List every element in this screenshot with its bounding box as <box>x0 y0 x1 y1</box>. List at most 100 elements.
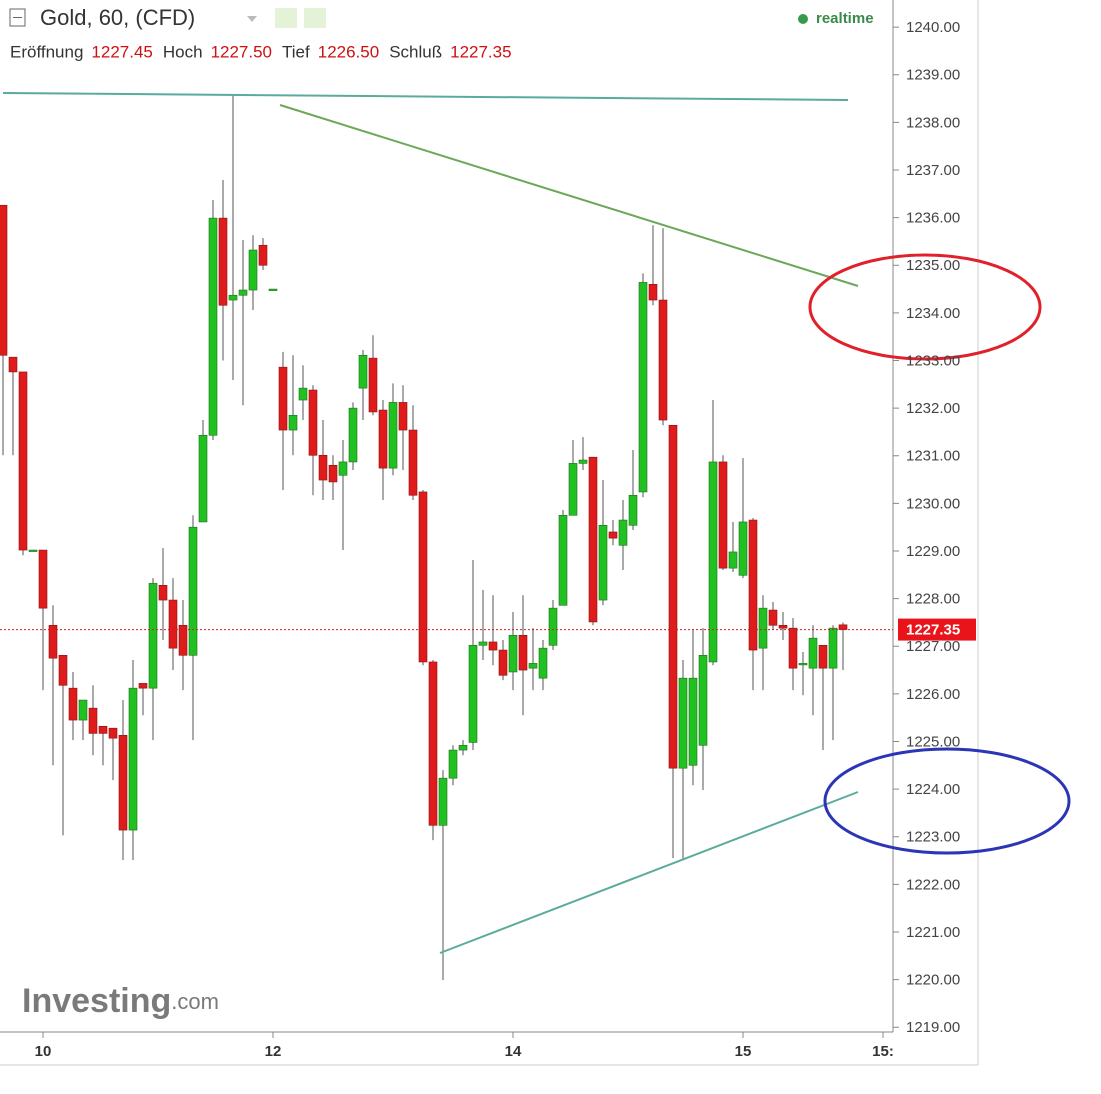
highlight-ellipse <box>823 747 1071 855</box>
y-tick-label: 1229.00 <box>906 543 960 560</box>
candle-body <box>838 624 848 630</box>
candle-body <box>238 289 248 296</box>
candle-body <box>38 549 48 609</box>
candle-body <box>728 551 738 569</box>
candle-body <box>58 654 68 686</box>
candle-body <box>558 514 568 606</box>
y-tick-label: 1224.00 <box>906 781 960 798</box>
y-tick-label: 1226.00 <box>906 686 960 703</box>
candle-body <box>748 519 758 651</box>
candle-body <box>788 627 798 669</box>
candle-body <box>468 644 478 743</box>
y-tick-label: 1232.00 <box>906 400 960 417</box>
y-tick-label: 1236.00 <box>906 210 960 227</box>
candle-body <box>568 463 578 516</box>
candle-body <box>758 607 768 649</box>
candle-body <box>398 402 408 431</box>
candle-body <box>158 584 168 601</box>
logo: Investing.com <box>22 982 219 1020</box>
candle-body <box>358 354 368 389</box>
candle-body <box>198 434 208 523</box>
candle-body <box>278 366 288 431</box>
x-tick-label: 14 <box>505 1043 522 1060</box>
legend-name: Schluß <box>389 42 442 61</box>
y-tick-label: 1222.00 <box>906 876 960 893</box>
candle-body <box>0 204 8 356</box>
candle-body <box>328 464 338 483</box>
candle-body <box>608 531 618 539</box>
candle-body <box>638 282 648 493</box>
last-price-label: 1227.35 <box>906 622 960 639</box>
y-tick-label: 1239.00 <box>906 67 960 84</box>
dropdown-caret[interactable] <box>247 16 257 22</box>
trend-line <box>439 791 859 954</box>
candle-body <box>448 749 458 779</box>
candle-body <box>268 288 278 291</box>
candle-body <box>18 371 28 551</box>
candle-body <box>318 454 328 481</box>
candle-body <box>288 414 298 431</box>
candle-body <box>118 735 128 831</box>
status-dot <box>798 14 808 24</box>
candle-body <box>598 524 608 601</box>
candle-body <box>78 699 88 721</box>
trend-line <box>2 92 849 101</box>
candle-body <box>588 456 598 623</box>
y-tick-label: 1235.00 <box>906 257 960 274</box>
legend-value: 1227.45 <box>91 42 152 61</box>
candle-body <box>538 647 548 679</box>
candle-body <box>228 294 238 301</box>
chart-title: Gold, 60, (CFD) <box>40 5 195 30</box>
legend-name: Hoch <box>163 42 203 61</box>
x-tick-label: 12 <box>265 1043 282 1060</box>
indicator-icon[interactable] <box>275 8 297 28</box>
candle-body <box>188 526 198 656</box>
candle-body <box>388 402 398 469</box>
candle-body <box>108 727 118 739</box>
logo-suffix: .com <box>171 989 219 1014</box>
candle-body <box>578 459 588 464</box>
candle-body <box>258 244 268 266</box>
candle-body <box>98 725 108 734</box>
candle-body <box>438 777 448 826</box>
indicator-icon[interactable] <box>304 8 326 28</box>
legend-name: Eröffnung <box>10 42 83 61</box>
last-price-box <box>898 618 976 641</box>
candle-body <box>178 624 188 656</box>
candle-body <box>148 583 158 689</box>
logo-word: Investing <box>22 982 171 1020</box>
y-tick-label: 1227.00 <box>906 638 960 655</box>
y-tick-label: 1219.00 <box>906 1019 960 1036</box>
candle-body <box>408 429 418 496</box>
candle-body <box>768 609 778 626</box>
candle-body <box>628 494 638 526</box>
candle-body <box>368 357 378 413</box>
candle-body <box>518 634 528 671</box>
candle-body <box>688 677 698 766</box>
y-tick-label: 1240.00 <box>906 19 960 36</box>
x-tick-label: 10 <box>35 1043 52 1060</box>
candle-body <box>248 249 258 291</box>
y-tick-label: 1221.00 <box>906 924 960 941</box>
collapse-icon[interactable] <box>9 8 26 27</box>
y-tick-label: 1220.00 <box>906 972 960 989</box>
candle-body <box>658 299 668 421</box>
candle-body <box>548 607 558 646</box>
ohlc-legend: Eröffnung 1227.45 Hoch 1227.50 Tief 1226.50 Sc… <box>10 42 512 61</box>
candle-body <box>648 284 658 301</box>
highlight-ellipse <box>808 253 1042 361</box>
candle-body <box>48 624 58 659</box>
candle-body <box>808 637 818 669</box>
candle-body <box>298 387 308 401</box>
trend-line <box>279 104 859 287</box>
y-tick-label: 1223.00 <box>906 829 960 846</box>
candle-body <box>428 661 438 826</box>
candle-body <box>498 649 508 676</box>
candle-body <box>778 624 788 629</box>
y-tick-label: 1225.00 <box>906 733 960 750</box>
y-tick-label: 1228.00 <box>906 591 960 608</box>
candle-body <box>308 389 318 456</box>
status-label: realtime <box>816 10 874 27</box>
candle-body <box>488 641 498 651</box>
